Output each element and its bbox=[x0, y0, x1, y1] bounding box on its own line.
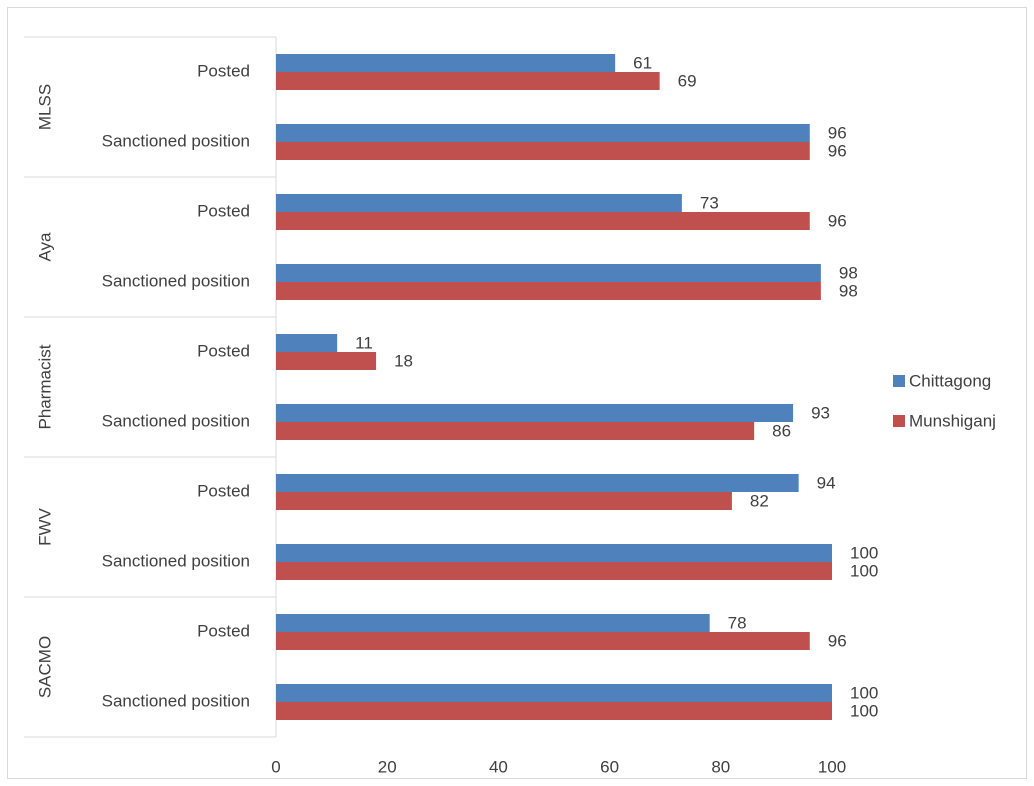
category-label: Posted bbox=[197, 61, 250, 80]
category-label: Posted bbox=[197, 481, 250, 500]
data-label: 82 bbox=[750, 491, 769, 510]
category-label: Sanctioned position bbox=[102, 411, 250, 430]
data-label: 100 bbox=[850, 561, 878, 580]
group-label: Pharmacist bbox=[35, 344, 54, 429]
bar-munshiganj bbox=[276, 632, 810, 650]
legend-label: Chittagong bbox=[909, 371, 991, 390]
bar-chittagong bbox=[276, 264, 821, 282]
bar-chittagong bbox=[276, 544, 832, 562]
category-label: Posted bbox=[197, 341, 250, 360]
group-label: SACMO bbox=[35, 636, 54, 698]
legend-swatch bbox=[893, 415, 905, 427]
bar-chittagong bbox=[276, 334, 338, 352]
bar-munshiganj bbox=[276, 212, 810, 230]
bar-munshiganj bbox=[276, 702, 832, 720]
x-tick-label: 0 bbox=[271, 757, 280, 776]
data-label: 96 bbox=[828, 123, 847, 142]
bar-munshiganj bbox=[276, 282, 821, 300]
data-label: 98 bbox=[839, 263, 858, 282]
bar-munshiganj bbox=[276, 492, 732, 510]
legend-label: Munshiganj bbox=[909, 411, 996, 430]
bar-munshiganj bbox=[276, 72, 660, 90]
bar-chittagong bbox=[276, 124, 810, 142]
data-label: 96 bbox=[828, 631, 847, 650]
bar-munshiganj bbox=[276, 352, 377, 370]
bar-chittagong bbox=[276, 474, 799, 492]
category-label: Sanctioned position bbox=[102, 551, 250, 570]
bar-chittagong bbox=[276, 54, 616, 72]
category-label: Posted bbox=[197, 201, 250, 220]
category-label: Posted bbox=[197, 621, 250, 640]
data-label: 73 bbox=[700, 193, 719, 212]
bar-chittagong bbox=[276, 614, 710, 632]
category-label: Sanctioned position bbox=[102, 131, 250, 150]
x-tick-label: 100 bbox=[818, 757, 846, 776]
bar-munshiganj bbox=[276, 142, 810, 160]
data-label: 96 bbox=[828, 141, 847, 160]
x-tick-label: 40 bbox=[489, 757, 508, 776]
data-label: 61 bbox=[633, 53, 652, 72]
group-label: Aya bbox=[35, 232, 54, 262]
bar-chittagong bbox=[276, 404, 794, 422]
data-label: 93 bbox=[811, 403, 830, 422]
data-label: 11 bbox=[355, 333, 373, 352]
data-label: 86 bbox=[772, 421, 791, 440]
data-label: 100 bbox=[850, 543, 878, 562]
bar-chittagong bbox=[276, 684, 832, 702]
data-label: 100 bbox=[850, 701, 878, 720]
data-label: 94 bbox=[817, 473, 836, 492]
x-tick-label: 60 bbox=[600, 757, 619, 776]
x-tick-label: 20 bbox=[378, 757, 397, 776]
group-label: MLSS bbox=[35, 84, 54, 130]
category-label: Sanctioned position bbox=[102, 271, 250, 290]
bar-munshiganj bbox=[276, 562, 832, 580]
data-label: 100 bbox=[850, 683, 878, 702]
bar-chittagong bbox=[276, 194, 682, 212]
group-label: FWV bbox=[35, 507, 54, 545]
category-label: Sanctioned position bbox=[102, 691, 250, 710]
data-label: 69 bbox=[678, 71, 697, 90]
data-label: 98 bbox=[839, 281, 858, 300]
legend-swatch bbox=[893, 375, 905, 387]
data-label: 78 bbox=[728, 613, 747, 632]
x-tick-label: 80 bbox=[711, 757, 730, 776]
data-label: 18 bbox=[394, 351, 413, 370]
bar-munshiganj bbox=[276, 422, 755, 440]
data-label: 96 bbox=[828, 211, 847, 230]
